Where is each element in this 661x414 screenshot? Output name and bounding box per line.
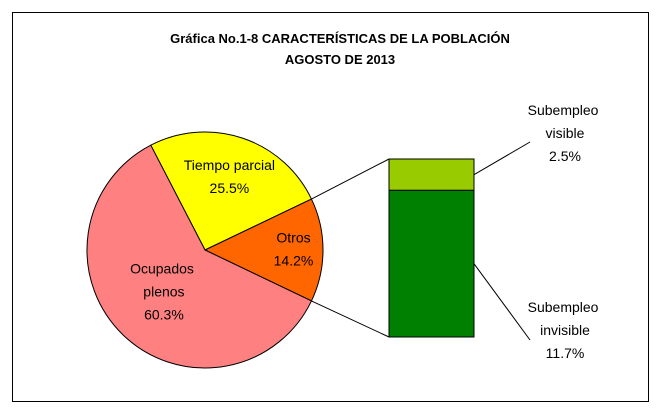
pie-slice xyxy=(150,131,313,251)
bar-value-label: 2.5% xyxy=(549,148,581,164)
connector-line xyxy=(311,300,390,338)
bar-label: Subempleo invisible xyxy=(528,299,603,338)
slice-value-label: 14.2% xyxy=(274,253,314,269)
slice-label: Tiempo parcial xyxy=(184,157,275,173)
slice-label: Otros xyxy=(276,230,310,246)
bar-segment xyxy=(388,189,475,338)
slice-label: Ocupados plenos xyxy=(130,260,198,299)
slice-value-label: 25.5% xyxy=(210,180,250,196)
chart-title: Gráfica No.1-8 CARACTERÍSTICAS DE LA POB… xyxy=(170,31,510,46)
slice-value-label: 60.3% xyxy=(144,306,184,322)
connector-line xyxy=(311,158,390,200)
bar-value-label: 11.7% xyxy=(546,345,585,361)
pie-slice xyxy=(203,198,324,302)
chart-subtitle: AGOSTO DE 2013 xyxy=(285,52,395,67)
leader-line xyxy=(473,141,531,176)
bar-label: Subempleo visible xyxy=(528,102,603,141)
pie-slice xyxy=(86,144,313,369)
leader-line xyxy=(473,263,531,341)
bar-segment xyxy=(388,158,475,191)
